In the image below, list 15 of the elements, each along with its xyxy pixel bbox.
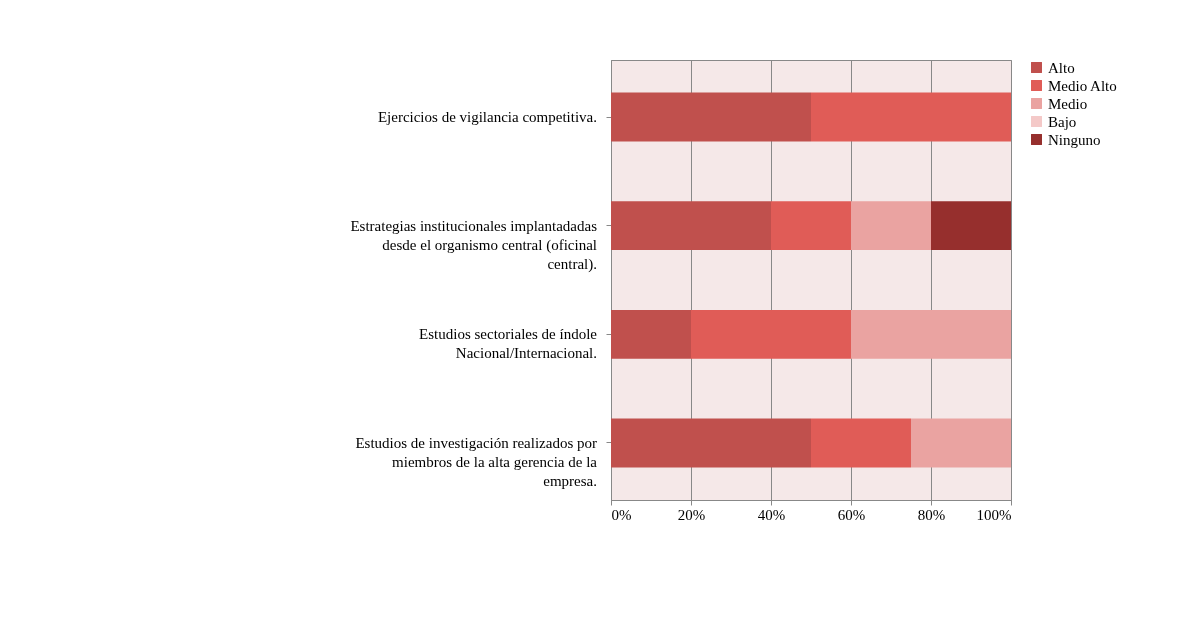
legend-label: Ninguno xyxy=(1048,131,1101,148)
x-tick-label: 80% xyxy=(917,506,946,523)
x-tick-label: 20% xyxy=(677,506,706,523)
legend-label: Medio Alto xyxy=(1048,77,1117,94)
x-tick-label: 40% xyxy=(757,506,786,523)
y-tick-label: Estudios sectoriales de índole Nacional/Internacional. xyxy=(419,326,598,362)
legend-label: Medio xyxy=(1048,95,1088,112)
x-tick-label: 0% xyxy=(611,506,632,523)
y-tick-label: Estrategias institucionales implantadadas desde el organismo central (oficinal central). xyxy=(350,217,598,273)
legend-label: Alto xyxy=(1048,59,1075,76)
x-tick-label: 100% xyxy=(976,506,1012,523)
x-tick-label: 60% xyxy=(837,506,866,523)
y-tick-label: Ejercicios de vigilancia competitiva. xyxy=(377,109,597,126)
legend-label: Bajo xyxy=(1048,113,1077,130)
y-tick-label: Estudios de investigación realizados por miembros de la alta gerencia de la empresa. xyxy=(355,434,598,489)
